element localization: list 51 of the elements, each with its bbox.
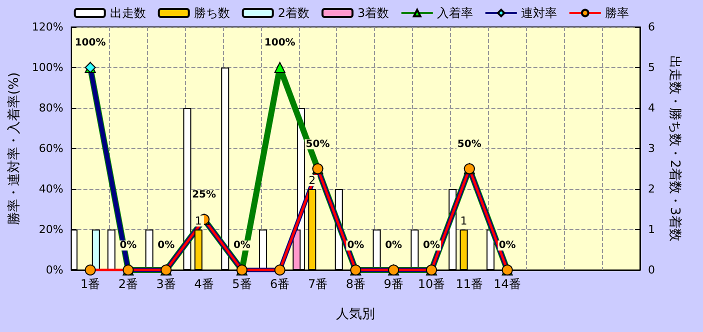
y-tick-label: 40% <box>38 182 64 196</box>
y-tick-label: 20% <box>38 223 64 236</box>
x-tick-label: 3番 <box>156 277 176 291</box>
x-tick-label: 6番 <box>270 277 290 291</box>
data-label: 0% <box>498 240 516 251</box>
legend-label: 入着率 <box>437 6 474 20</box>
y2-tick-label: 3 <box>648 142 655 155</box>
y-tick-label: 60% <box>38 142 64 155</box>
data-label: 0% <box>423 240 440 251</box>
data-label: 0% <box>158 240 175 251</box>
data-label: 100% <box>74 38 106 48</box>
data-label: 50% <box>306 138 330 150</box>
x-tick-label: 10番 <box>418 277 446 291</box>
data-label: 100% <box>264 38 296 48</box>
data-label: 0% <box>347 240 364 251</box>
y-tick-label: 100% <box>32 61 64 74</box>
y2-tick-label: 0 <box>648 264 655 276</box>
legend-label: 勝ち数 <box>194 6 230 20</box>
data-label: 1 <box>194 214 202 228</box>
legend-label: 出走数 <box>110 6 146 20</box>
x-axis-title: 人気別 <box>336 307 376 322</box>
data-label: 0% <box>120 240 137 251</box>
x-tick-label: 5番 <box>232 277 252 291</box>
y-tick-label: 80% <box>38 102 64 114</box>
x-tick-label: 11番 <box>456 277 484 291</box>
y2-tick-label: 5 <box>648 61 655 74</box>
x-tick-label: 8番 <box>346 277 366 291</box>
y2-tick-label: 2 <box>648 182 655 196</box>
legend-label: 連対率 <box>521 6 558 20</box>
x-tick-label: 1番 <box>80 277 100 291</box>
y-tick-label: 120% <box>32 20 64 34</box>
legend-label: 勝率 <box>605 6 630 20</box>
x-tick-label: 7番 <box>308 277 328 291</box>
x-tick-label: 14番 <box>494 277 521 291</box>
data-label: 0% <box>233 240 250 251</box>
y2-axis-title: 出走数・勝ち数・2着数・3着数 <box>667 56 683 242</box>
data-label: 2 <box>308 174 316 187</box>
y2-tick-label: 1 <box>648 223 655 236</box>
y2-tick-label: 4 <box>648 102 655 114</box>
data-label: 1 <box>460 214 468 228</box>
y-axis-title: 勝率・連対率・入着率(%) <box>6 72 22 225</box>
legend-label: 2着数 <box>278 6 310 20</box>
data-label: 50% <box>457 138 482 150</box>
data-label: 25% <box>192 189 216 200</box>
data-label: 0% <box>385 240 402 251</box>
y2-tick-label: 6 <box>648 20 655 34</box>
y-tick-label: 0% <box>46 264 64 276</box>
x-tick-label: 9番 <box>384 277 404 291</box>
legend-label: 3着数 <box>358 6 390 20</box>
x-tick-label: 2番 <box>118 277 138 291</box>
x-tick-label: 4番 <box>194 277 214 291</box>
